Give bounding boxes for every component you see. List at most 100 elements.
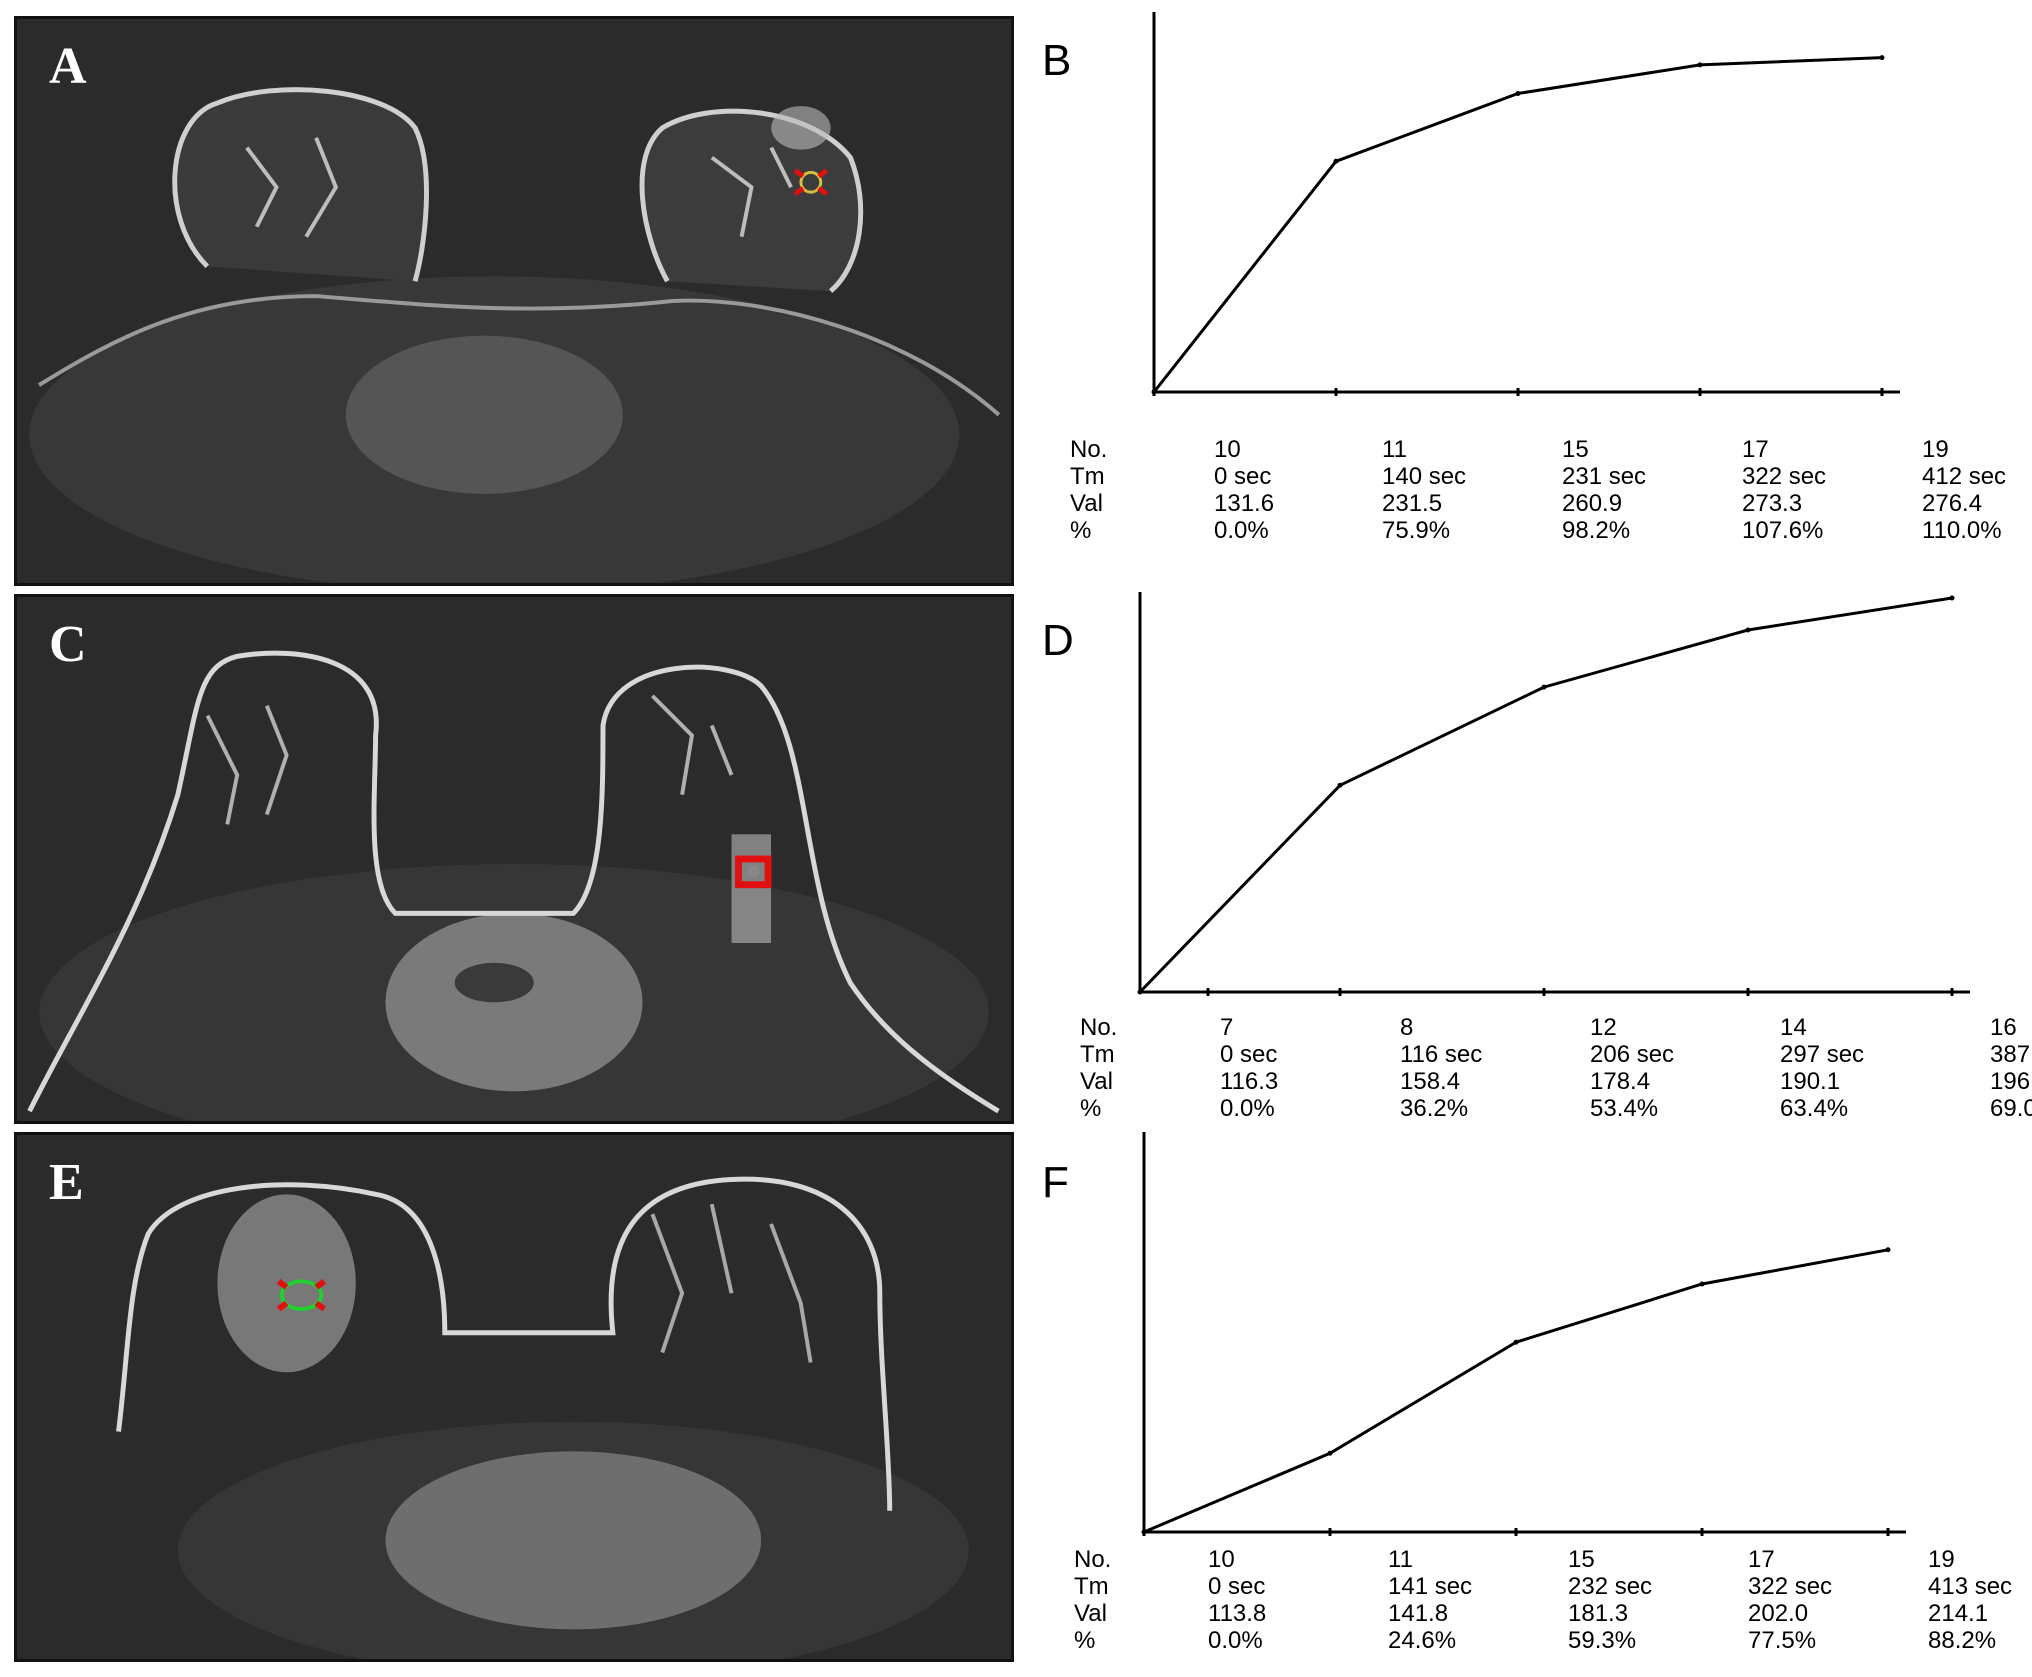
chart-b-data-point bbox=[1515, 90, 1521, 96]
chart-f-table-cell: 322 sec bbox=[1748, 1573, 1833, 1600]
chart-f-table-cell: 88.2% bbox=[1928, 1627, 1997, 1654]
chart-f-table-cell: 202.0 bbox=[1748, 1600, 1809, 1627]
chart-d-row-label: % bbox=[1080, 1095, 1102, 1122]
chart-b-data-point bbox=[1879, 55, 1885, 61]
chart-f-table-cell: 141 sec bbox=[1388, 1573, 1473, 1600]
chart-d-row-label: No. bbox=[1080, 1014, 1118, 1041]
panel-label-a: A bbox=[49, 38, 87, 95]
chart-f-table-cell: 24.6% bbox=[1388, 1627, 1457, 1654]
chart-f-table-cell: 10 bbox=[1208, 1546, 1235, 1573]
chart-b-table-cell: 75.9% bbox=[1382, 517, 1451, 544]
chart-f-table-cell: 413 sec bbox=[1928, 1573, 2013, 1600]
chart-b-table-cell: 231 sec bbox=[1562, 463, 1647, 490]
chart-b-table-cell: 260.9 bbox=[1562, 490, 1623, 517]
chart-b-table-cell: 15 bbox=[1562, 436, 1589, 463]
chart-f-data-point bbox=[1885, 1247, 1891, 1253]
chart-f-table-cell: 0.0% bbox=[1208, 1627, 1263, 1654]
chart-b-table-cell: 0 sec bbox=[1214, 463, 1272, 490]
chart-d-table-cell: 178.4 bbox=[1590, 1068, 1651, 1095]
chart-b-table-cell: 131.6 bbox=[1214, 490, 1275, 517]
chart-d-table-cell: 12 bbox=[1590, 1014, 1617, 1041]
chart-f-table-cell: 15 bbox=[1568, 1546, 1595, 1573]
chart-d-table-cell: 53.4% bbox=[1590, 1095, 1659, 1122]
chart-b-table-cell: 0.0% bbox=[1214, 517, 1269, 544]
chart-b: B No. 10 11 15 17 19 Tm 0 sec 140 sec 231 sec 322 … bbox=[1040, 0, 2020, 560]
chart-f-series-line bbox=[1143, 1248, 1889, 1534]
chart-f-row-label: Tm bbox=[1074, 1573, 1109, 1600]
chart-d-row-label: Val bbox=[1080, 1068, 1113, 1095]
chart-d-data-point bbox=[1745, 627, 1751, 633]
chart-f-table-cell: 113.8 bbox=[1208, 1600, 1267, 1627]
chart-d-row-label: Tm bbox=[1080, 1041, 1115, 1068]
chart-d-table-cell: 0.0% bbox=[1220, 1095, 1275, 1122]
panel-label-e: E bbox=[49, 1154, 84, 1211]
chart-d-data-point bbox=[1949, 595, 1955, 601]
chart-b-table-cell: 11 bbox=[1382, 436, 1407, 463]
mri-image-e bbox=[19, 1135, 1009, 1659]
chart-b-table-cell: 322 sec bbox=[1742, 463, 1827, 490]
chart-label-f: F bbox=[1042, 1158, 1069, 1207]
roi-marker-a bbox=[793, 168, 829, 197]
chart-b-table-cell: 17 bbox=[1742, 436, 1769, 463]
chart-d-table-cell: 206 sec bbox=[1590, 1041, 1675, 1068]
chart-b-row-label: No. bbox=[1070, 436, 1108, 463]
chart-b-table-cell: 107.6% bbox=[1742, 517, 1824, 544]
chart-f-table-cell: 0 sec bbox=[1208, 1573, 1266, 1600]
chart-d-data-point bbox=[1137, 989, 1143, 995]
chart-d-data-point bbox=[1541, 684, 1547, 690]
chart-d-data-point bbox=[1337, 782, 1343, 788]
chart-b-table-cell: 276.4 bbox=[1922, 490, 1983, 517]
chart-b-row-label: % bbox=[1070, 517, 1092, 544]
roi-marker-c bbox=[734, 855, 772, 889]
chart-d-table-cell: 158.4 bbox=[1400, 1068, 1461, 1095]
chart-d-table-cell: 36.2% bbox=[1400, 1095, 1469, 1122]
chart-d-table-cell: 116 sec bbox=[1400, 1041, 1483, 1068]
chart-d-table-cell: 7 bbox=[1220, 1014, 1234, 1041]
chart-d-table-cell: 69.0% bbox=[1990, 1095, 2032, 1122]
chart-f-table-cell: 17 bbox=[1748, 1546, 1775, 1573]
chart-b-plot bbox=[1151, 12, 1900, 396]
chart-f: F No. 10 11 15 17 19 Tm 0 sec 141 sec 232 sec 322 … bbox=[1040, 1120, 2020, 1676]
chart-b-table-cell: 10 bbox=[1214, 436, 1241, 463]
chart-f-table-cell: 141.8 bbox=[1388, 1600, 1449, 1627]
mri-image-c bbox=[19, 597, 1009, 1121]
chart-f-table-cell: 59.3% bbox=[1568, 1627, 1637, 1654]
chart-b-table-cell: 140 sec bbox=[1382, 463, 1467, 490]
chart-f-table-cell: 19 bbox=[1928, 1546, 1955, 1573]
chart-d-series-line bbox=[1138, 596, 1953, 994]
chart-f-data-point bbox=[1141, 1529, 1147, 1535]
mri-image-a bbox=[19, 19, 1009, 583]
chart-d-table-cell: 8 bbox=[1400, 1014, 1414, 1041]
chart-f-data-point bbox=[1513, 1339, 1519, 1345]
chart-f-table-cell: 11 bbox=[1388, 1546, 1413, 1573]
chart-d-table-cell: 387 sec bbox=[1990, 1041, 2032, 1068]
chart-b-row-label: Tm bbox=[1070, 463, 1105, 490]
chart-b-table-cell: 98.2% bbox=[1562, 517, 1631, 544]
chart-d-table-cell: 190.1 bbox=[1780, 1068, 1841, 1095]
chart-d-table-cell: 16 bbox=[1990, 1014, 2017, 1041]
chart-d-plot bbox=[1137, 592, 1970, 996]
mri-panel-e: E bbox=[14, 1132, 1014, 1662]
chart-b-row-label: Val bbox=[1070, 490, 1103, 517]
chart-label-b: B bbox=[1042, 36, 1072, 85]
mri-panel-a: A bbox=[14, 16, 1014, 586]
chart-b-data-point bbox=[1151, 389, 1157, 395]
chart-f-table-cell: 232 sec bbox=[1568, 1573, 1653, 1600]
chart-d-table-cell: 14 bbox=[1780, 1014, 1807, 1041]
chart-d-table-cell: 297 sec bbox=[1780, 1041, 1865, 1068]
chart-f-row-label: % bbox=[1074, 1627, 1096, 1654]
chart-f-data-point bbox=[1699, 1281, 1705, 1287]
chart-b-table-cell: 19 bbox=[1922, 436, 1949, 463]
roi-marker-e bbox=[276, 1278, 326, 1312]
chart-d-table-cell: 116.3 bbox=[1220, 1068, 1279, 1095]
chart-f-table-cell: 214.1 bbox=[1928, 1600, 1989, 1627]
chart-d-table-cell: 63.4% bbox=[1780, 1095, 1849, 1122]
chart-b-table-cell: 231.5 bbox=[1382, 490, 1443, 517]
chart-f-row-label: No. bbox=[1074, 1546, 1112, 1573]
chart-b-series-line bbox=[1152, 56, 1883, 393]
chart-d-table-cell: 0 sec bbox=[1220, 1041, 1278, 1068]
chart-f-table-cell: 181.3 bbox=[1568, 1600, 1629, 1627]
chart-b-data-point bbox=[1697, 62, 1703, 68]
chart-b-table-cell: 110.0% bbox=[1922, 517, 2002, 544]
chart-f-plot bbox=[1141, 1132, 1906, 1536]
